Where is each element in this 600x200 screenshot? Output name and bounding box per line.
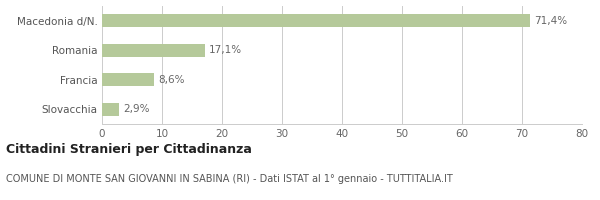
Bar xyxy=(102,44,205,57)
Bar xyxy=(102,103,119,116)
Text: 2,9%: 2,9% xyxy=(124,104,150,114)
Text: 8,6%: 8,6% xyxy=(158,75,184,85)
Text: 17,1%: 17,1% xyxy=(209,45,242,55)
Bar xyxy=(102,73,154,86)
Text: 71,4%: 71,4% xyxy=(535,16,568,26)
Text: Cittadini Stranieri per Cittadinanza: Cittadini Stranieri per Cittadinanza xyxy=(6,143,252,156)
Bar xyxy=(102,14,530,27)
Text: COMUNE DI MONTE SAN GIOVANNI IN SABINA (RI) - Dati ISTAT al 1° gennaio - TUTTITA: COMUNE DI MONTE SAN GIOVANNI IN SABINA (… xyxy=(6,174,453,184)
